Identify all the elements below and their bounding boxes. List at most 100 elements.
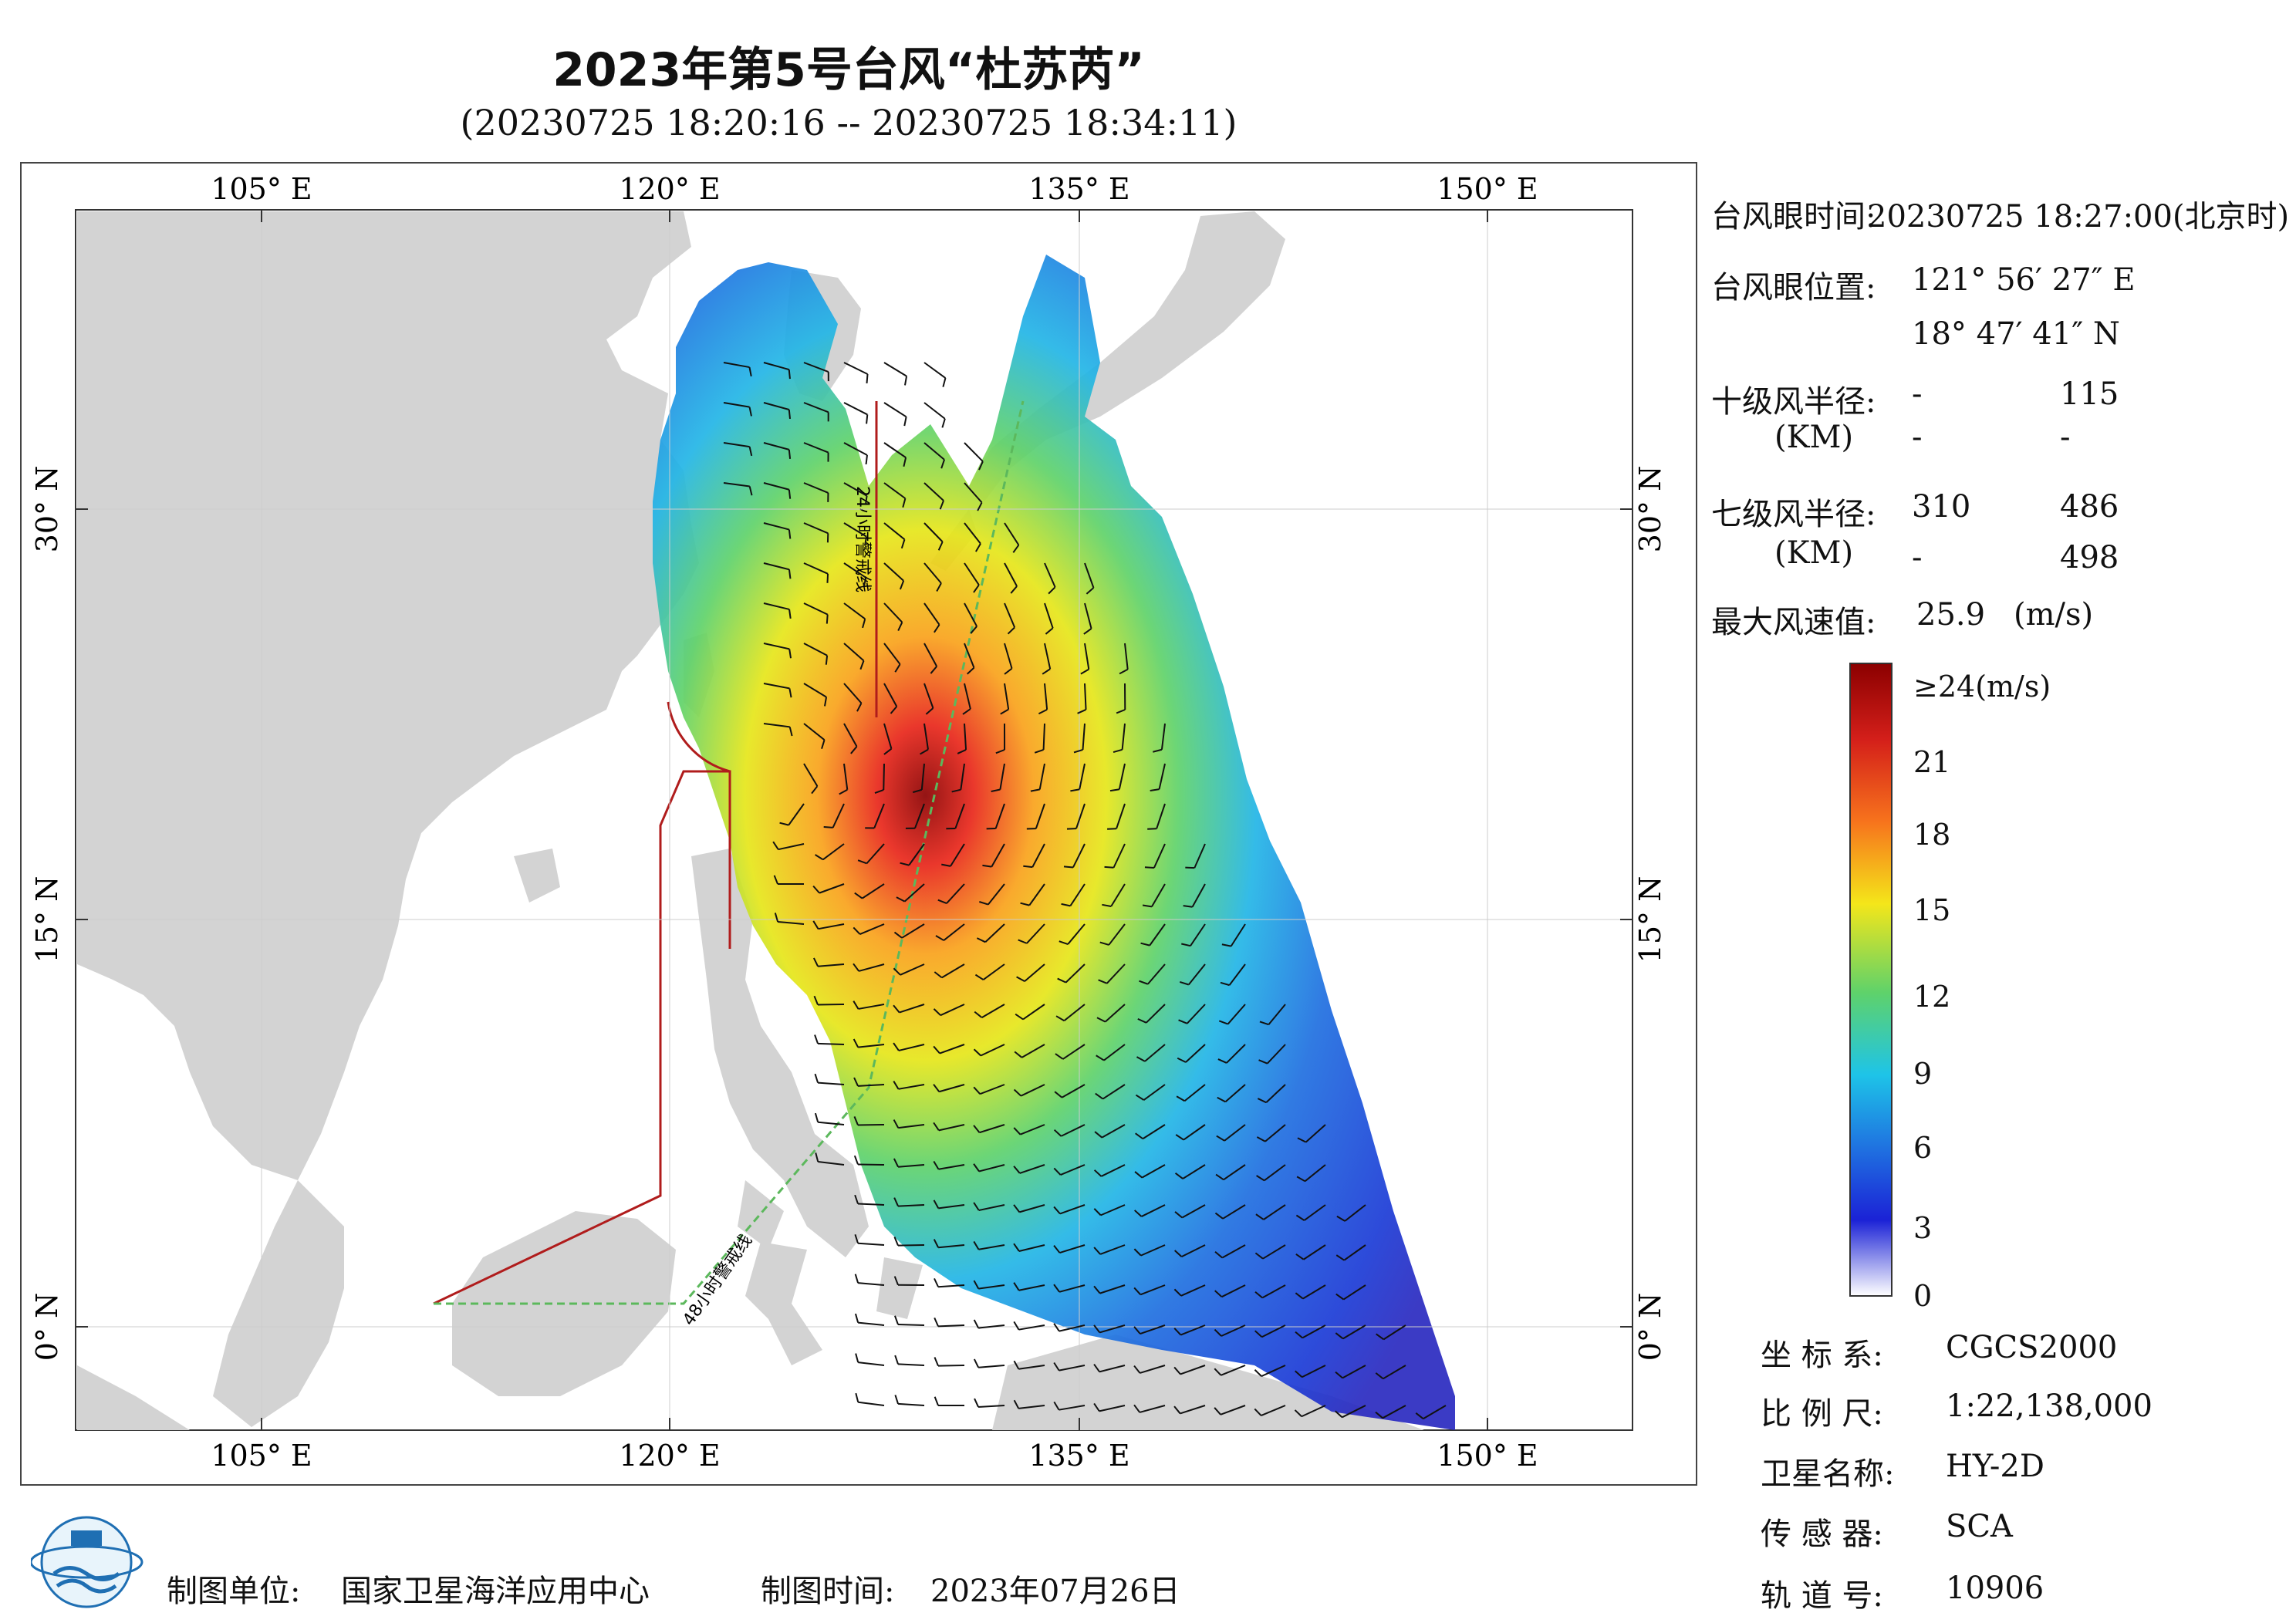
wind-barb [1059, 1405, 1086, 1411]
wind-barb-flag [1053, 1129, 1062, 1137]
wind-barb [1116, 803, 1126, 829]
wind-barb [1182, 1164, 1206, 1179]
wind-barb-flag [1177, 1057, 1187, 1063]
wind-barb [788, 803, 805, 826]
lat-tick-right-0: 0° N [1633, 1293, 1667, 1361]
wind-barb-flag [900, 539, 906, 549]
wind-barb-flag [1098, 979, 1108, 984]
wind-barb-flag [1096, 1054, 1105, 1061]
wind-barb-flag [893, 1276, 899, 1286]
wind-barb-flag [1295, 1253, 1305, 1260]
wind-barb [1143, 1084, 1166, 1101]
wind-barb [1044, 643, 1052, 670]
wind-barb [923, 683, 934, 709]
wind-barb [941, 963, 965, 979]
wind-barb [1187, 963, 1206, 986]
wind-barb [858, 1282, 885, 1286]
wind-barb [818, 963, 845, 967]
wind-barb [859, 923, 885, 935]
wind-barb [1018, 1284, 1045, 1291]
wind-barb [1144, 1044, 1166, 1062]
sensor-value: SCA [1946, 1509, 2013, 1544]
wind-barb-flag [904, 376, 908, 386]
wind-barb [803, 723, 826, 741]
wind-barb [1303, 1204, 1326, 1221]
colorbar-label-21: 21 [1913, 745, 1951, 779]
map-date-label: 制图时间: [761, 1574, 895, 1609]
wind-barb [1018, 1324, 1045, 1331]
wind-barb-flag [973, 1319, 980, 1329]
wind-barb-flag [1038, 708, 1048, 715]
wind-barb-flag [854, 1234, 859, 1244]
wind-barb [857, 1084, 885, 1087]
wind-barb [1221, 1244, 1246, 1259]
wind-barb-flag [1034, 749, 1044, 754]
wind-barb-flag [1059, 940, 1069, 946]
wind-barb-flag [1376, 1333, 1384, 1341]
wind-barb-flag [1256, 1175, 1265, 1182]
wind-barb-flag [973, 1086, 981, 1095]
wind-barb [950, 843, 965, 867]
crs-value: CGCS2000 [1946, 1330, 2118, 1365]
wind-barb-flag [977, 501, 983, 511]
wind-barb [1063, 1004, 1086, 1021]
wind-barb [1059, 1244, 1086, 1254]
wind-barb [1226, 1044, 1246, 1064]
r10-label: 十级风半径: [1711, 384, 1876, 420]
wind-barb [1180, 1284, 1206, 1297]
wind-barb-flag [1093, 1364, 1100, 1372]
wind-barb-flag [788, 409, 792, 420]
wind-barb-flag [933, 1008, 941, 1016]
wind-barb [1084, 602, 1092, 629]
wind-barb-flag [1144, 866, 1154, 869]
wind-barb [978, 1284, 1005, 1290]
wind-barb [883, 442, 907, 458]
sensor-label: 传 感 器: [1761, 1517, 1883, 1552]
wind-barb-flag [821, 739, 826, 749]
wind-barb [1151, 883, 1166, 907]
wind-barb-flag [859, 660, 865, 670]
wind-barb-flag [979, 901, 989, 906]
wind-barb [1146, 1004, 1166, 1024]
wind-barb-flag [850, 746, 858, 754]
wind-barb [1099, 1365, 1126, 1373]
wind-barb [923, 723, 929, 750]
wind-barb-flag [941, 863, 951, 867]
wind-barb [803, 683, 827, 698]
wind-barb-flag [1150, 788, 1160, 791]
wind-barb-flag [814, 1112, 819, 1122]
wind-barb-flag [1053, 1284, 1060, 1293]
wind-barb [979, 1084, 1005, 1095]
wind-barb [763, 362, 790, 371]
wind-barb [818, 1160, 845, 1166]
wind-barb [1343, 1244, 1366, 1261]
wind-barb-flag [1257, 1098, 1267, 1104]
wind-barb-flag [1063, 865, 1074, 869]
r7-ne: 310 [1912, 489, 1971, 525]
wind-barb-flag [1048, 586, 1056, 595]
wind-barb-flag [1086, 587, 1095, 595]
wind-barb [1301, 1405, 1326, 1418]
wind-barb-flag [788, 369, 791, 380]
wind-barb [822, 843, 845, 861]
wind-barb-flag [893, 1158, 900, 1168]
wind-barb-flag [1116, 709, 1126, 714]
wind-barb [1180, 1324, 1206, 1336]
wind-barb-flag [1102, 903, 1112, 907]
wind-barb [1261, 1405, 1286, 1416]
wind-barb [1224, 1124, 1246, 1142]
wind-barb-flag [974, 973, 984, 980]
wind-barb-flag [890, 706, 898, 714]
wind-barb-flag [925, 707, 934, 715]
wind-barb [1224, 1084, 1246, 1103]
wind-barb [938, 1164, 965, 1170]
wind-barb-flag [893, 1197, 899, 1206]
wind-barb [897, 1244, 925, 1247]
wind-barb [1038, 763, 1045, 790]
wind-barb [1342, 1365, 1366, 1379]
wind-barb-flag [1093, 1208, 1102, 1216]
wind-barb [898, 1124, 925, 1129]
wind-barb [858, 963, 885, 972]
wind-barb-flag [973, 1048, 981, 1057]
wind-barb [978, 1244, 1005, 1250]
